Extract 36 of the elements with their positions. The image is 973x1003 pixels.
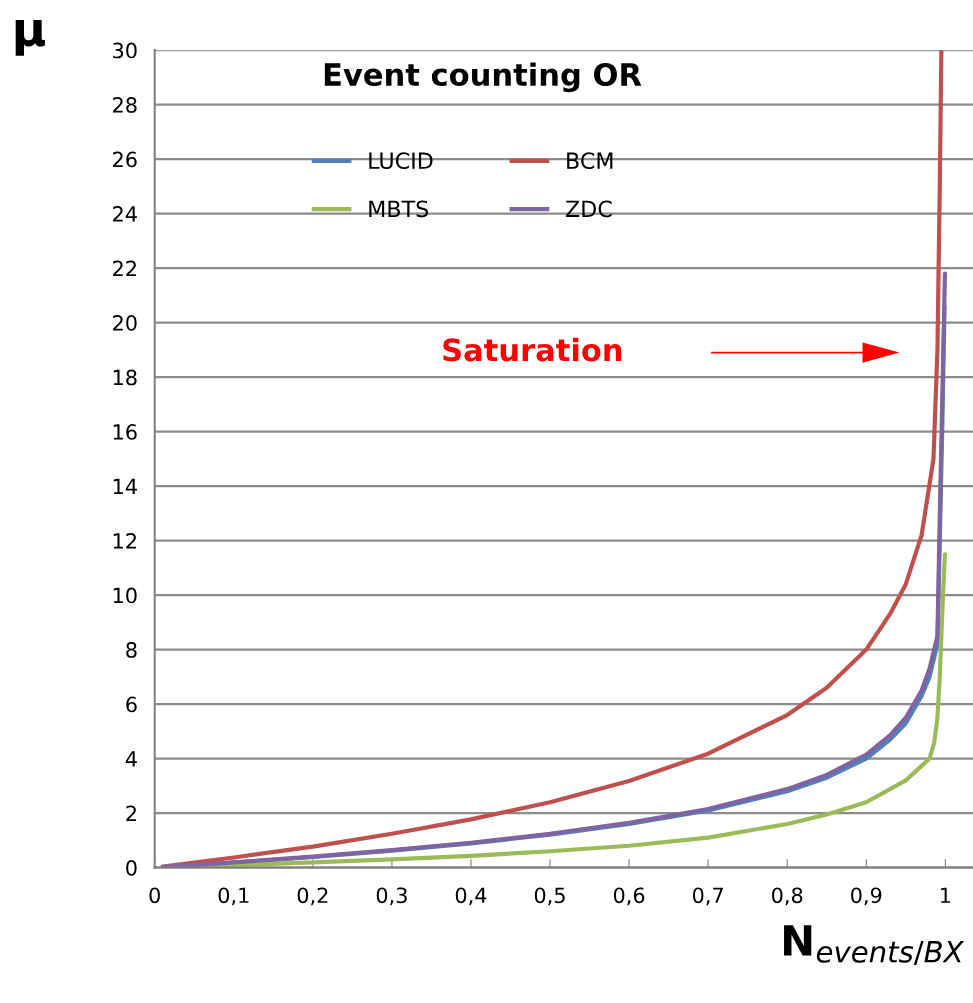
y-tick-label: 22 xyxy=(113,260,136,277)
y-tick-label: 0 xyxy=(126,860,137,876)
chart-title: Event counting OR xyxy=(324,62,642,93)
x-tick-label: 0,5 xyxy=(534,887,565,906)
x-tick-label: 0,9 xyxy=(851,887,882,906)
y-tick-label: 18 xyxy=(113,369,137,386)
y-tick-label: 12 xyxy=(113,533,136,549)
x-tick-label: 0 xyxy=(149,887,160,904)
y-tick-label: 24 xyxy=(113,206,137,222)
x-axis-title: N$_{events/BX}$ xyxy=(784,925,965,966)
x-tick-label: 0,7 xyxy=(692,887,723,906)
y-tick-label: 26 xyxy=(113,151,137,168)
legend-label: BCM xyxy=(567,152,613,170)
x-tick-label: 0,2 xyxy=(297,887,328,906)
annotation: Saturation xyxy=(443,337,622,362)
y-tick-label: 16 xyxy=(113,424,137,440)
x-tick-label: 1 xyxy=(940,887,951,903)
y-tick-label: 6 xyxy=(126,696,137,713)
x-tick-label: 0,3 xyxy=(376,887,407,906)
y-tick-label: 20 xyxy=(113,315,137,331)
x-tick-label: 0,8 xyxy=(772,887,803,906)
legend-label: MBTS xyxy=(369,200,429,218)
x-tick-label: 0,4 xyxy=(455,887,487,906)
y-tick-label: 2 xyxy=(126,805,136,822)
y-tick-label: 8 xyxy=(126,642,137,658)
x-tick-label: 0,6 xyxy=(613,887,645,906)
y-tick-label: 4 xyxy=(125,751,137,767)
y-tick-label: 28 xyxy=(113,97,137,113)
x-tick-label: 0,1 xyxy=(218,887,249,906)
y-axis-title: μ xyxy=(15,20,45,56)
legend-label: ZDC xyxy=(565,200,612,218)
y-tick-label: 30 xyxy=(113,42,137,59)
y-tick-label: 14 xyxy=(113,478,137,495)
y-tick-label: 10 xyxy=(113,587,137,604)
legend-label: LUCID xyxy=(369,152,433,170)
line-series xyxy=(160,50,944,868)
